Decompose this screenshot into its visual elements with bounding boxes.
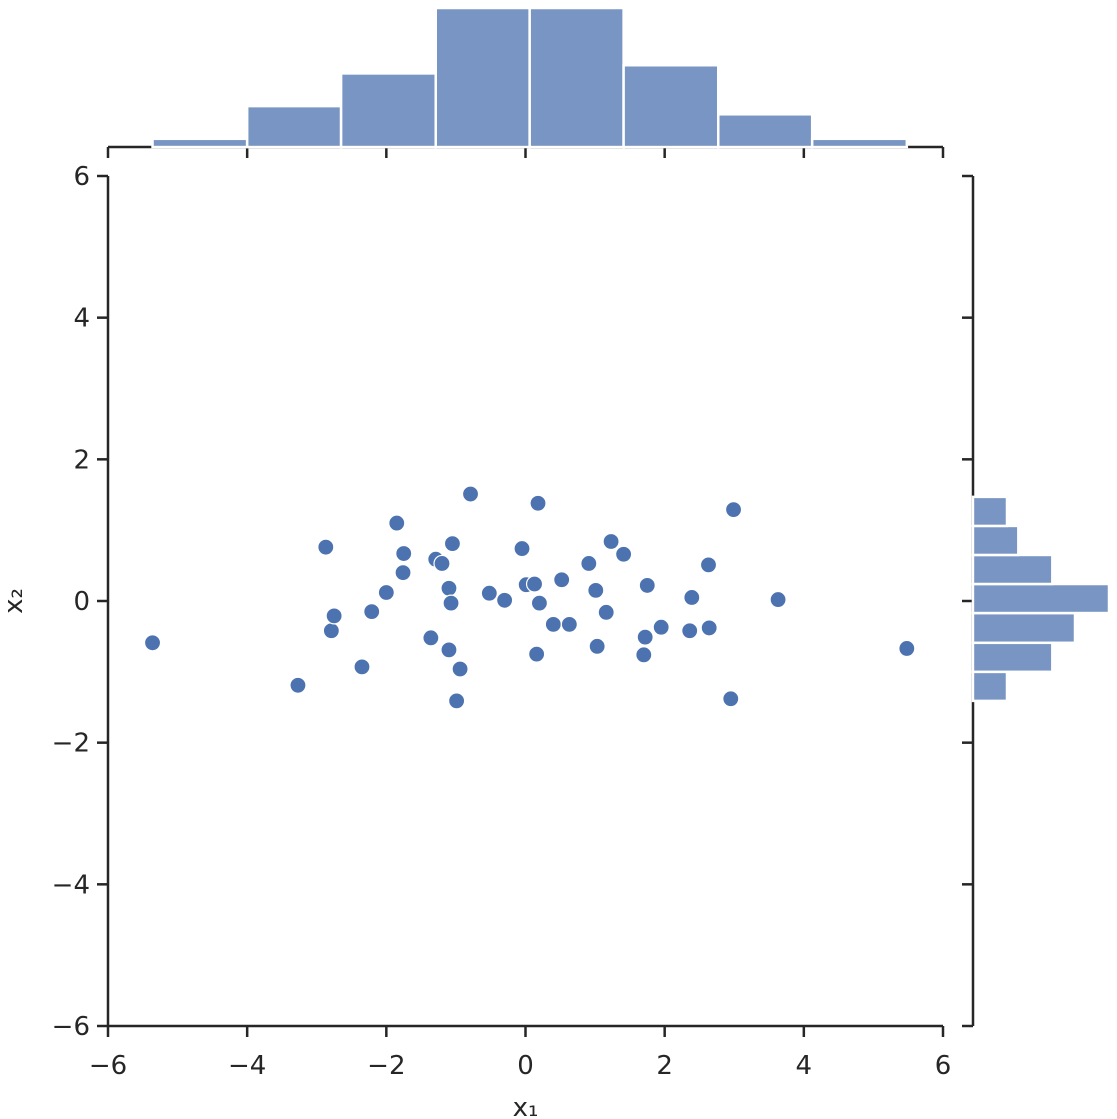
scatter-point — [461, 485, 480, 503]
scatter-points — [143, 485, 916, 710]
scatter-point — [451, 660, 469, 678]
scatter-point — [529, 494, 547, 512]
scatter-point — [769, 590, 787, 609]
marginal-x-bar — [716, 113, 814, 149]
x-tick-label: 0 — [517, 1051, 534, 1081]
y-axis-label: x₂ — [0, 588, 29, 614]
scatter-point — [496, 591, 514, 609]
scatter-point — [443, 535, 462, 553]
scatter-point — [322, 622, 340, 640]
marginal-y-bar — [971, 524, 1020, 557]
scatter-point — [700, 619, 718, 637]
scatter-point — [635, 646, 653, 664]
scatter-point — [442, 594, 460, 612]
scatter-point — [722, 690, 740, 708]
scatter-point — [317, 538, 335, 556]
scatter-point — [636, 628, 654, 646]
marginal-y-bar — [971, 553, 1054, 586]
scatter-point — [525, 575, 544, 593]
marginal-y-bar — [971, 582, 1111, 615]
marginal-x-bar — [622, 63, 720, 149]
scatter-point — [422, 629, 440, 647]
scatter-point — [587, 581, 605, 599]
scatter-point — [480, 584, 498, 602]
y-tick-label: 4 — [73, 304, 90, 334]
scatter-point — [588, 637, 606, 655]
scatter-point — [724, 501, 743, 519]
y-tick-label: 6 — [73, 162, 90, 192]
scatter-point — [448, 692, 466, 710]
scatter-point — [681, 622, 699, 640]
scatter-point — [597, 603, 615, 621]
x-tick-label: 2 — [656, 1051, 673, 1081]
scatter-point — [638, 576, 656, 595]
scatter-point — [602, 532, 620, 551]
scatter-point — [544, 615, 562, 633]
marginal-x-bar — [339, 72, 437, 149]
x-axis-label: x₁ — [513, 1093, 539, 1119]
scatter-point — [652, 618, 670, 636]
marginal-y-bar — [971, 670, 1009, 703]
x-tick-label: 4 — [796, 1051, 813, 1081]
marginal-y-histogram — [971, 495, 1111, 703]
marginal-x-bar — [528, 6, 625, 149]
y-tick-label: 2 — [73, 445, 90, 475]
y-tick-label: −4 — [52, 870, 90, 900]
scatter-point — [388, 514, 406, 532]
scatter-point — [683, 588, 701, 607]
scatter-point — [377, 583, 395, 602]
scatter-point — [440, 579, 458, 597]
scatter-point — [513, 539, 531, 558]
scatter-point — [580, 554, 598, 573]
scatter-point — [898, 639, 916, 658]
scatter-point — [440, 641, 458, 659]
x-tick-label: −4 — [228, 1051, 266, 1081]
marginal-y-bar — [971, 641, 1054, 674]
marginal-x-bar — [151, 137, 249, 149]
y-tick-label: −6 — [52, 1012, 90, 1042]
scatter-point — [289, 676, 307, 694]
scatter-point — [433, 554, 451, 573]
x-tick-label: −6 — [89, 1051, 127, 1081]
marginal-y-bar — [971, 611, 1077, 645]
y-tick-label: 0 — [73, 587, 90, 617]
tick-labels: −6 −4 −2 0 2 4 6 −6 −4 −2 0 2 4 6 — [52, 162, 952, 1081]
scatter-point — [395, 544, 413, 563]
scatter-point — [699, 556, 718, 574]
scatter-point — [325, 607, 343, 625]
marginal-x-histogram — [151, 6, 909, 149]
marginal-x-bar — [810, 137, 909, 149]
scatter-point — [615, 545, 633, 563]
y-tick-label: −2 — [52, 729, 90, 759]
scatter-point — [363, 603, 381, 621]
marginal-x-bar — [245, 104, 343, 149]
scatter-point — [528, 645, 546, 663]
marginal-y-bar — [971, 495, 1009, 528]
marginal-x-bar — [434, 6, 531, 149]
scatter-point — [530, 594, 549, 612]
x-tick-label: 6 — [935, 1051, 952, 1081]
scatter-point — [560, 615, 578, 633]
scatter-point — [553, 571, 571, 589]
scatter-point — [394, 564, 412, 582]
scatter-point — [143, 634, 162, 652]
scatter-point — [353, 658, 371, 676]
x-tick-label: −2 — [367, 1051, 405, 1081]
